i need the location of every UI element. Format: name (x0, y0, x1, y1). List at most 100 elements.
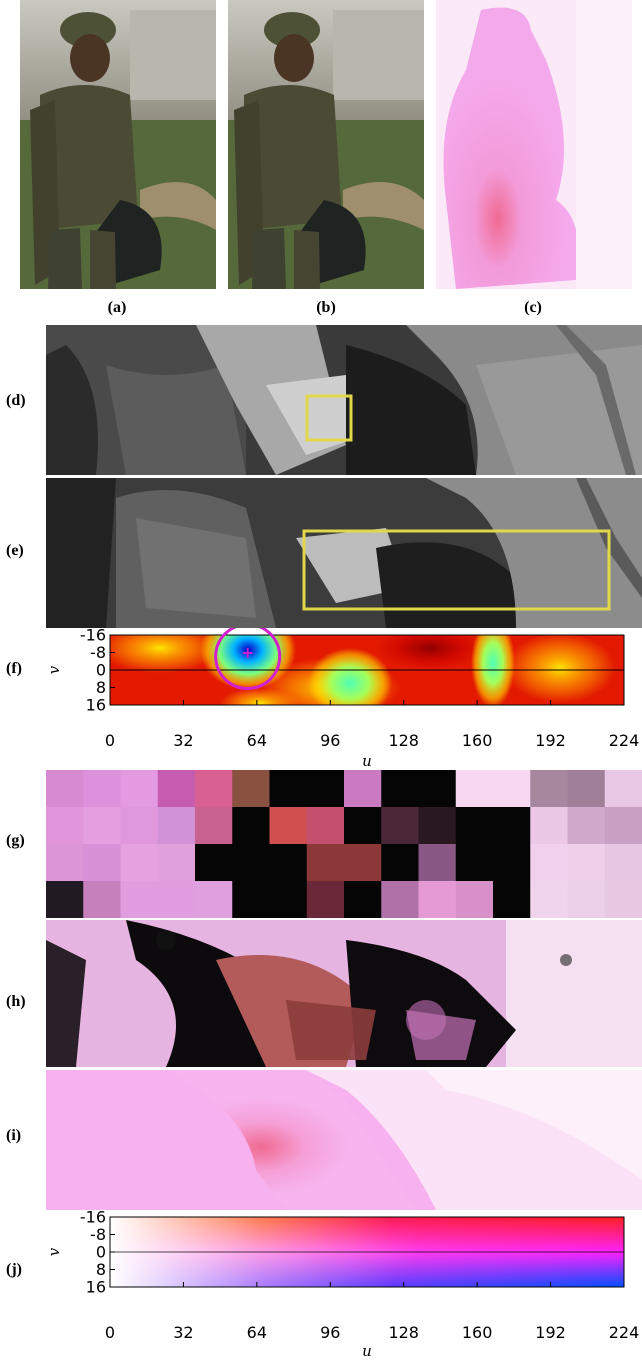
flow-block (306, 770, 345, 808)
flow-block (604, 770, 642, 808)
f-y-tick-label: 8 (96, 678, 106, 697)
flow-block (232, 770, 270, 808)
colorwheel-ylabel: v (45, 1247, 63, 1256)
flow-block (46, 807, 84, 845)
subfigure-label-f: (f) (6, 660, 22, 677)
flow-block (269, 770, 308, 808)
image-frame-a (20, 0, 216, 289)
flow-block (195, 881, 233, 918)
flow-block (269, 807, 308, 845)
f-y-tick-label: -8 (90, 643, 106, 662)
flow-block (157, 770, 196, 808)
highlight-box-d (305, 394, 353, 442)
flow-block (232, 807, 270, 845)
flow-block (120, 807, 159, 845)
j-y-tick-label: 0 (96, 1243, 106, 1262)
flow-block (455, 807, 494, 845)
colorwheel-xlabel: u (362, 1342, 372, 1360)
flow-block (418, 807, 457, 845)
flow-block (530, 807, 568, 845)
j-y-tick-label: -16 (80, 1210, 106, 1227)
flow-block (567, 807, 606, 845)
flow-block (232, 881, 270, 918)
subfigure-label-h: (h) (6, 993, 26, 1010)
flow-block (83, 770, 121, 808)
j-x-tick-label: 192 (535, 1323, 566, 1342)
flow-block (344, 807, 382, 845)
flow-block (46, 770, 84, 808)
best-match-circle (214, 628, 282, 690)
j-x-tick-label: 96 (320, 1323, 340, 1342)
flow-block (381, 844, 419, 882)
subfigure-label-d: (d) (6, 392, 26, 409)
subfigure-label-e: (e) (6, 542, 24, 559)
j-y-tick-label: 8 (96, 1260, 106, 1279)
flow-block (530, 881, 568, 918)
flow-block (157, 844, 196, 882)
grayscale-crop-d (46, 325, 642, 475)
f-y-tick-label: 16 (86, 696, 106, 715)
flow-block (195, 807, 233, 845)
flow-block (567, 770, 606, 808)
flow-block (493, 844, 531, 882)
flow-block (381, 770, 419, 808)
flow-block (604, 844, 642, 882)
f-x-tick-label: 32 (173, 731, 193, 750)
j-x-tick-label: 0 (105, 1323, 115, 1342)
subfigure-label-g: (g) (6, 832, 25, 849)
flow-block (306, 881, 345, 918)
j-x-tick-label: 64 (247, 1323, 267, 1342)
cost-volume-xlabel: u (362, 752, 372, 770)
flow-block (46, 844, 84, 882)
cost-volume-ylabel: v (45, 665, 63, 674)
flow-block (455, 881, 494, 918)
flow-block (344, 881, 382, 918)
image-frame-i (46, 1070, 642, 1210)
f-x-tick-label: 96 (320, 731, 340, 750)
flow-block (120, 770, 159, 808)
f-x-tick-label: 224 (609, 731, 640, 750)
flow-block (567, 844, 606, 882)
j-x-tick-label: 224 (609, 1323, 640, 1342)
flow-block (195, 844, 233, 882)
j-y-tick-label: -8 (90, 1225, 106, 1244)
soldier-photo-a (20, 0, 216, 289)
image-frame-c (436, 0, 632, 289)
flow-block (455, 844, 494, 882)
flow-block (83, 807, 121, 845)
smooth-flow-i (46, 1070, 642, 1210)
coarse-flow-blocks-g (46, 770, 642, 918)
f-x-tick-label: 0 (105, 731, 115, 750)
best-match-marker: + (241, 643, 254, 662)
highlight-box-e (302, 529, 611, 611)
flow-block (157, 807, 196, 845)
soldier-photo-b (228, 0, 424, 289)
image-frame-e (46, 478, 642, 628)
flow-block (493, 770, 531, 808)
subfigure-label-j: (j) (6, 1261, 22, 1278)
optical-flow-map-c (436, 0, 632, 289)
flow-block (381, 807, 419, 845)
flow-block (493, 807, 531, 845)
flow-block (232, 844, 270, 882)
flow-block (306, 844, 345, 882)
j-x-tick-label: 32 (173, 1323, 193, 1342)
subfigure-label-c: (c) (524, 299, 542, 316)
f-x-tick-label: 128 (388, 731, 419, 750)
flow-block (455, 770, 494, 808)
flow-block (120, 881, 159, 918)
flow-block (530, 844, 568, 882)
flow-block (530, 770, 568, 808)
f-y-tick-label: 0 (96, 661, 106, 680)
j-y-tick-label: 16 (86, 1278, 106, 1297)
flow-block (418, 844, 457, 882)
f-y-tick-label: -16 (80, 628, 106, 645)
flow-block (269, 844, 308, 882)
grayscale-crop-e (46, 478, 642, 628)
flow-block (604, 881, 642, 918)
noisy-flow-h (46, 920, 642, 1067)
flow-block (567, 881, 606, 918)
f-x-tick-label: 64 (247, 731, 267, 750)
